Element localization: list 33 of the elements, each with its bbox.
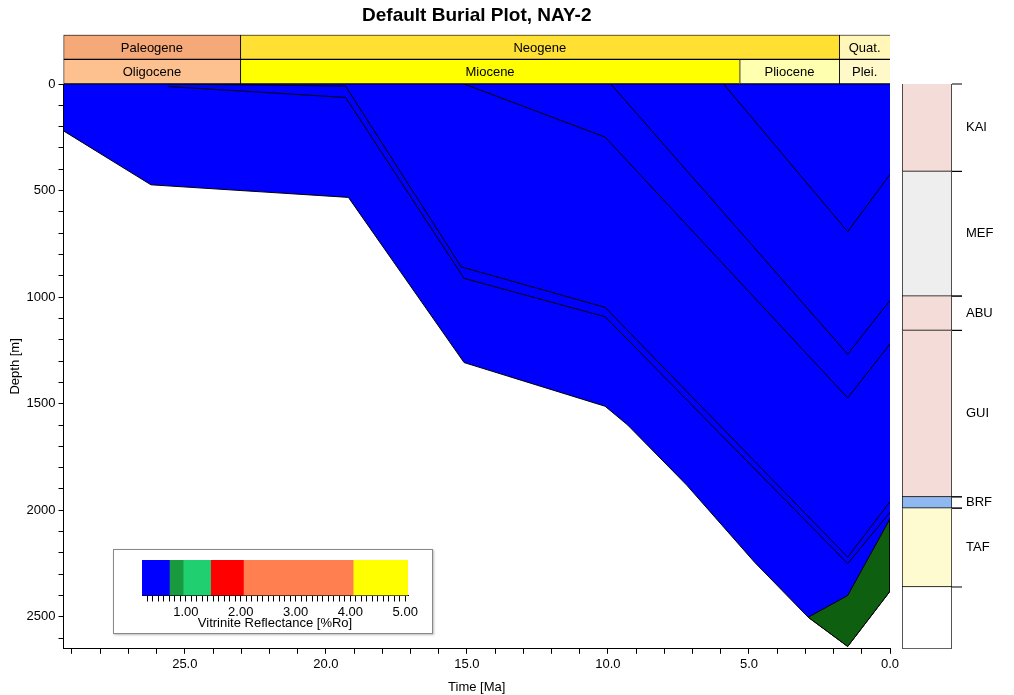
- series-label: Quat.: [848, 39, 881, 55]
- series-label: GUI: [966, 405, 990, 421]
- x-tick-label: 5.0: [739, 656, 758, 672]
- x-tick-label: 3.00: [282, 603, 309, 619]
- series-label: Paleogene: [120, 39, 184, 55]
- y-axis-title: Depth [m]: [7, 338, 23, 395]
- x-tick-label: 0.0: [880, 656, 900, 672]
- series-label: Oligocene: [122, 64, 182, 80]
- x-tick-label: 25.0: [172, 656, 198, 672]
- y-tick-label: 500: [33, 182, 56, 198]
- x-tick-label: 1.00: [173, 603, 199, 619]
- chart-title: Default Burial Plot, NAY-2: [362, 3, 592, 25]
- y-tick-label: 1500: [26, 395, 56, 411]
- series-label: Pliocene: [764, 64, 815, 80]
- x-axis-title: Time [Ma]: [448, 678, 506, 694]
- x-tick-label: 5.00: [392, 603, 418, 619]
- series-label: KAI: [966, 119, 987, 135]
- series-label: MEF: [966, 225, 994, 241]
- series-label: Plei.: [851, 64, 878, 80]
- series-label: BRF: [966, 494, 993, 510]
- series-label: Miocene: [465, 64, 515, 80]
- y-tick-label: 2500: [26, 608, 56, 624]
- series-label: ABU: [966, 304, 993, 320]
- x-tick-label: 15.0: [454, 656, 480, 672]
- x-tick-label: 20.0: [313, 656, 339, 672]
- x-tick-label: 2.00: [228, 603, 254, 619]
- x-tick-label: 4.00: [337, 603, 364, 619]
- y-tick-label: 1000: [26, 288, 56, 304]
- series-label: TAF: [966, 539, 990, 555]
- y-tick-label: 0: [48, 75, 56, 91]
- series-label: Neogene: [513, 39, 567, 55]
- y-tick-label: 2000: [26, 501, 56, 517]
- x-tick-label: 10.0: [595, 656, 621, 672]
